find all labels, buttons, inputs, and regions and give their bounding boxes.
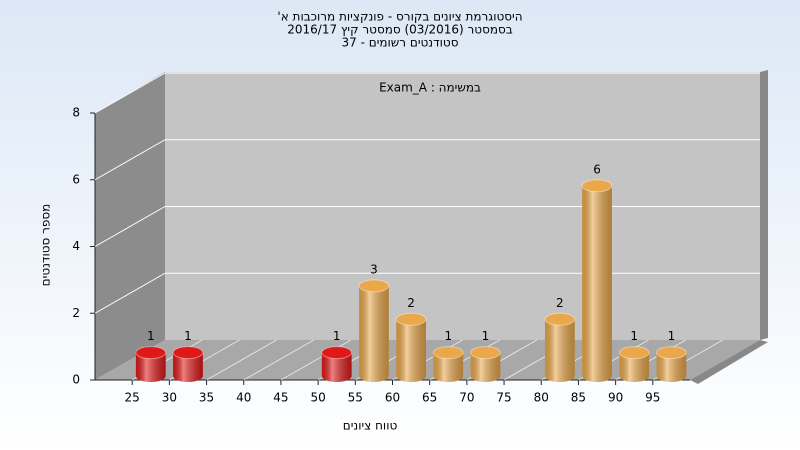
value-label: 1 (444, 329, 452, 343)
x-tick-label: 90 (608, 391, 623, 405)
bar-top (656, 346, 687, 360)
bar (470, 346, 501, 382)
bar (656, 346, 687, 382)
right-edge (760, 70, 768, 340)
value-label: 1 (184, 329, 192, 343)
grid-line (94, 72, 166, 114)
x-tick-label: 65 (422, 391, 437, 405)
x-tick-label: 95 (645, 391, 660, 405)
bar-shine (656, 352, 687, 382)
value-label: 2 (407, 296, 415, 310)
x-tick-label: 45 (273, 391, 288, 405)
bar-shine (321, 352, 352, 382)
x-tick-label: 55 (348, 391, 363, 405)
grid-line (243, 339, 314, 381)
bar (581, 179, 613, 382)
bar-shine (470, 352, 501, 382)
y-tick-label: 2 (72, 306, 80, 320)
bar-shine (135, 352, 166, 382)
x-tick-label: 70 (459, 391, 474, 405)
x-axis-label: טווח ציונים (343, 419, 398, 433)
x-tick-label: 25 (125, 391, 140, 405)
bar (135, 346, 167, 382)
bar-shine (173, 352, 203, 382)
bar-shine (619, 352, 650, 382)
bar-shine (544, 319, 575, 382)
y-tick-label: 6 (72, 172, 80, 186)
y-tick-label: 8 (72, 106, 80, 120)
bar-top (544, 312, 576, 326)
y-tick-label: 4 (72, 239, 80, 253)
chart-title: היסטוגרמת ציונים בקורס - פונקציות מרוכבו… (277, 10, 522, 24)
x-tick-label: 40 (236, 391, 251, 405)
bar-shine (433, 352, 464, 382)
bar-top (581, 179, 613, 193)
bar-shine (359, 285, 389, 382)
x-tick-label: 50 (310, 391, 325, 405)
bar-top (358, 279, 390, 293)
grid-line (94, 272, 166, 314)
value-label: 6 (593, 162, 601, 176)
value-label: 3 (370, 262, 378, 276)
y-axis-label: מספר סטודנטים (39, 204, 53, 287)
bar-top (432, 346, 464, 360)
bar-shine (582, 185, 612, 382)
grid-line (280, 339, 352, 381)
bar (172, 346, 204, 382)
value-label: 1 (147, 329, 155, 343)
value-label: 1 (482, 329, 490, 343)
x-tick-label: 60 (385, 391, 400, 405)
bar-top (172, 346, 204, 360)
value-label: 2 (556, 296, 564, 310)
chart-title: בסמסטר (03/2016) סמסטר קיץ 2016/17 (287, 23, 513, 37)
x-tick-label: 35 (199, 391, 214, 405)
x-tick-label: 75 (496, 391, 511, 405)
value-label: 1 (333, 329, 341, 343)
x-tick-label: 80 (534, 391, 549, 405)
bar-shine (396, 319, 426, 382)
bar-top (395, 312, 427, 326)
x-tick-label: 30 (162, 391, 177, 405)
value-label: 1 (668, 329, 676, 343)
chart-title: סטודנטים רשומים - 37 (341, 36, 458, 50)
bar-top (321, 346, 353, 360)
bar-top (135, 346, 167, 360)
floor-edge (690, 340, 768, 384)
titles: היסטוגרמת ציונים בקורס - פונקציות מרוכבו… (277, 10, 522, 50)
bar (618, 346, 650, 382)
bar-top (470, 346, 501, 360)
x-tick-label: 85 (571, 391, 586, 405)
bar (544, 312, 576, 382)
bar (358, 279, 390, 382)
grid-line (94, 139, 166, 181)
bar-top (618, 346, 650, 360)
y-tick-label: 0 (72, 373, 80, 387)
grid-line (94, 206, 166, 247)
bar (395, 312, 427, 382)
bar (321, 346, 353, 382)
value-label: 1 (630, 329, 638, 343)
bar (432, 346, 464, 382)
grid-line (206, 339, 277, 381)
annotation: במשימה : Exam_A (379, 81, 481, 95)
